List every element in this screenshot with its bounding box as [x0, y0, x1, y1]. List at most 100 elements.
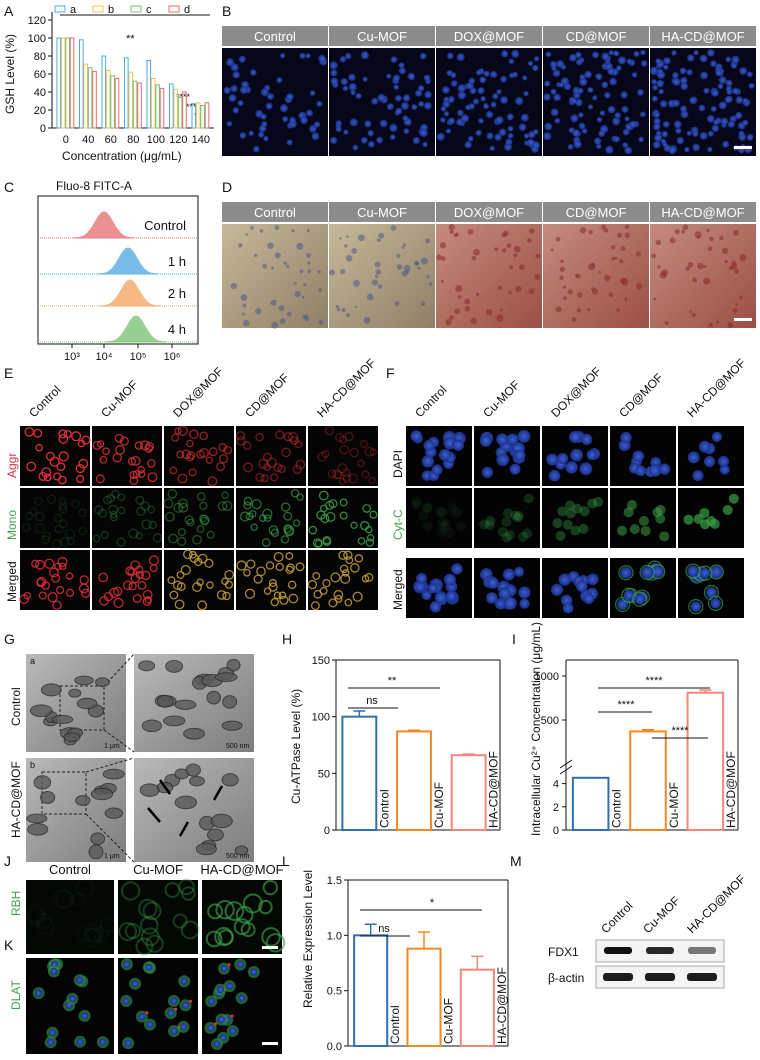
- panel-c-xtick: 10⁵: [130, 351, 147, 363]
- panel-f-row-Merged: Merged: [391, 569, 405, 610]
- panel-h-sig-ns: ns: [366, 695, 378, 707]
- band-fdx1-Control: [604, 947, 632, 954]
- legend-label-b: b: [108, 4, 114, 16]
- panel-a-bar-b-60: [105, 69, 111, 129]
- panel-a-xtick: 40: [82, 134, 94, 146]
- panel-g-row-ha: HA-CD@MOF: [9, 761, 23, 838]
- panel-a-xlabel: Concentration (μg/mL): [62, 149, 182, 163]
- panel-g-row-control: Control: [9, 687, 23, 726]
- panel-b-scale-bar: [734, 146, 752, 149]
- panel-h-ylabel: Cu-ATPase Level (%): [289, 689, 303, 804]
- panel-b-header-bg: [436, 26, 542, 46]
- panel-a-ylabel: GSH Level (%): [3, 34, 17, 114]
- panel-i-bar-Control: [571, 776, 610, 831]
- panel-c-xtick: 10⁶: [164, 351, 181, 363]
- panel-e-image-Aggr-DOX@MOF: [164, 426, 234, 486]
- panel-c-hist-4 h: [105, 315, 167, 343]
- panel-a-bar-b-80: [128, 71, 133, 129]
- panel-letter-b: B: [222, 3, 231, 19]
- panel-letter-d: D: [222, 179, 232, 195]
- panel-l-ylabel: Relative Expression Level: [301, 870, 315, 1008]
- panel-a-bar-c-140: [200, 105, 205, 129]
- panel-f-image-Cyt-C-DOX@MOF: [542, 488, 608, 548]
- panel-a-ytick: 120: [28, 15, 46, 27]
- panel-b-header-CD@MOF: CD@MOF: [566, 29, 627, 44]
- panelL-plot-xlabel-Control: Control: [388, 1005, 402, 1044]
- panel-b-header-Cu-MOF: Cu-MOF: [357, 29, 407, 44]
- panel-e-col-DOX@MOF: DOX@MOF: [170, 364, 226, 420]
- panel-letter-i: I: [512, 631, 516, 647]
- band-fdx1-HA-CD@MOF: [688, 947, 716, 954]
- tem-scale-2a: 500 nm: [226, 743, 250, 750]
- panel-c-hist-1 h: [97, 247, 159, 275]
- blot-row-actin: β-actin: [548, 971, 584, 985]
- panel-d-header-Cu-MOF: Cu-MOF: [357, 205, 407, 220]
- tem-arrow: [158, 779, 172, 795]
- panel-a-bar-b-40: [83, 63, 89, 129]
- panel-a-sig-top: **: [126, 33, 135, 45]
- panel-a-ytick: 80: [34, 51, 46, 63]
- panel-f-col-CD@MOF: CD@MOF: [616, 370, 666, 420]
- panel-b-header-bg: [222, 26, 328, 46]
- panel-a-ytick: 0: [40, 123, 46, 135]
- panelL-plot-bar-Cu-MOF: [406, 947, 442, 1048]
- panel-i-ytick: 4: [553, 779, 559, 791]
- panel-f-col-HA-CD@MOF: HA-CD@MOF: [684, 356, 748, 420]
- panel-i-bar-HA-CD@MOF: [686, 691, 725, 831]
- panel-a-bar-a-60: [101, 55, 107, 129]
- panelL-plot-ytick: 0.5: [327, 986, 342, 998]
- panel-a-ytick: 60: [34, 69, 46, 81]
- panel-e-image-Aggr-HA-CD@MOF: [308, 426, 378, 486]
- panel-b-header-bg: [650, 26, 756, 46]
- panel-a-bar-a-120: [169, 83, 174, 129]
- panel-a-bar-c-40: [87, 67, 93, 129]
- panel-e-row-Aggr: Aggr: [5, 453, 19, 478]
- panel-d-image-HA-CD@MOF: [650, 224, 756, 328]
- panel-i-ytick: 2: [553, 802, 559, 814]
- panelH-plot-bar-Control: [341, 715, 378, 832]
- panel-j-col-Cu-MOF: Cu-MOF: [133, 862, 183, 877]
- panel-f-cytc-grid: Control Cu-MOF DOX@MOF CD@MOF HA-CD@MOF DAPI…: [391, 356, 748, 618]
- panel-a-bar-b-0: [60, 37, 66, 129]
- panel-m-western-blot: Control Cu-MOF HA-CD@MOF FDX1 β-actin: [548, 872, 748, 989]
- panel-a-xtick: 80: [127, 134, 139, 146]
- panel-d-image-Cu-MOF: [329, 224, 435, 328]
- panel-a-bar-d-60: [114, 78, 120, 129]
- panel-c-hist-2 h: [99, 279, 161, 307]
- panel-j-image-Cu-MOF: [118, 880, 198, 954]
- panel-a-bar-a-40: [79, 39, 84, 129]
- panel-a-xtick: 120: [169, 134, 187, 146]
- panel-letter-h: H: [282, 631, 292, 647]
- panelH-plot-xlabel-Control: Control: [377, 789, 391, 828]
- panel-c-row-4 h: 4 h: [168, 322, 186, 337]
- panel-f-row-DAPI: DAPI: [391, 450, 405, 478]
- panel-i-sig-2: ****: [617, 699, 635, 711]
- band-actin-Control: [603, 973, 633, 981]
- panel-d-header-bg: [436, 202, 542, 222]
- panel-j-row-label: RBH: [9, 891, 23, 916]
- panel-k-scale-bar: [262, 1042, 278, 1045]
- legend-swatch-d: [168, 5, 180, 13]
- panel-i-sig-1: ****: [645, 675, 663, 687]
- panel-c-row-1 h: 1 h: [168, 254, 186, 269]
- legend-label-a: a: [70, 4, 77, 16]
- panel-j-scale-bar: [262, 946, 278, 949]
- panel-f-col-Cu-MOF: Cu-MOF: [480, 378, 522, 420]
- panel-a-xtick: 0: [63, 134, 69, 146]
- panel-a-bar-a-0: [56, 37, 62, 129]
- panel-a-bar-c-60: [110, 75, 115, 129]
- panel-g-tem: Control HA-CD@MOF a b 1 μm 500 nm 1 μm 5…: [9, 653, 254, 863]
- panelH-plot-xlabel-Cu-MOF: Cu-MOF: [432, 782, 446, 828]
- tem-scale-1b: 1 μm: [104, 853, 120, 860]
- legend-swatch-a: [54, 5, 66, 13]
- panel-m-col-control: Control: [598, 899, 635, 936]
- panel-a-xtick: 60: [105, 134, 117, 146]
- panel-jk-fluorescence: RBH DLAT Control Cu-MOF HA-CD@MOF: [9, 862, 286, 1054]
- panelL-plot-xlabel-Cu-MOF: Cu-MOF: [442, 998, 456, 1044]
- panel-a-xtick: 140: [192, 134, 210, 146]
- panel-a-bar-d-120: [182, 91, 187, 129]
- panel-a-ytick: 20: [34, 105, 46, 117]
- panel-d-header-bg: [329, 202, 435, 222]
- panel-e-image-Mono-Cu-MOF: [92, 488, 162, 548]
- panel-k-row-label: DLAT: [9, 980, 23, 1010]
